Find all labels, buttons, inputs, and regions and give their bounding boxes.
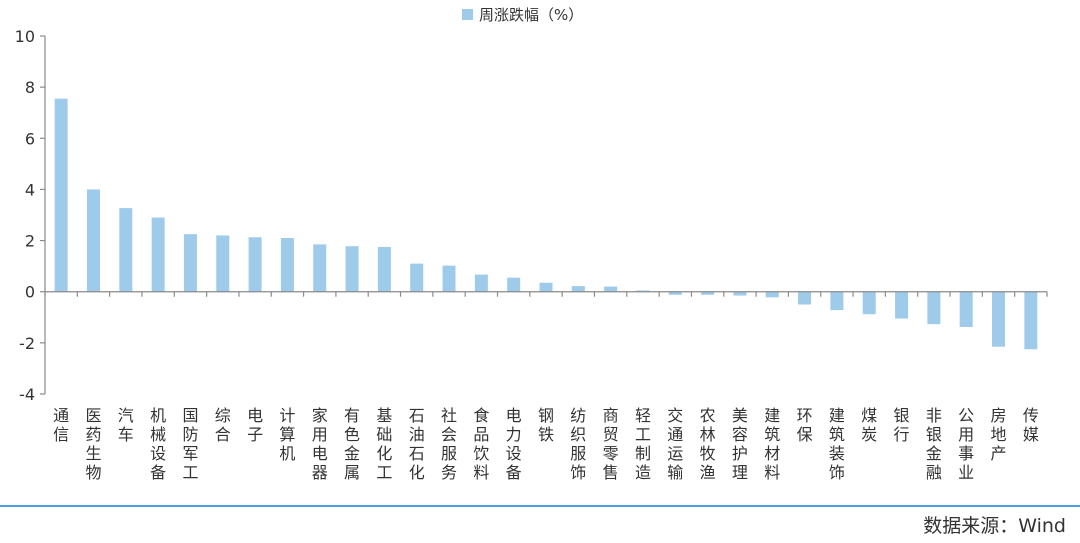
- x-tick-label: 交通运输: [667, 406, 683, 482]
- bar: [992, 291, 1006, 347]
- bar: [539, 282, 553, 292]
- x-tick-label: 非银金融: [926, 406, 942, 482]
- bar: [733, 291, 747, 296]
- x-tick-label: 基础化工: [376, 406, 392, 482]
- bar: [862, 291, 876, 315]
- y-tick-label: 0: [25, 283, 35, 302]
- x-tick-label: 公用事业: [958, 406, 974, 482]
- bar: [798, 291, 812, 305]
- bar: [474, 274, 488, 292]
- bars: [54, 98, 1038, 350]
- bar: [410, 263, 424, 292]
- y-tick-label: 10: [15, 27, 35, 46]
- x-tick-label: 家用电器: [312, 406, 328, 482]
- legend-label: 周涨跌幅（%）: [479, 6, 583, 24]
- x-tick-label: 银行: [894, 406, 910, 444]
- x-tick-label: 医药生物: [85, 406, 101, 482]
- bar: [86, 189, 100, 292]
- y-axis: 10 8 6 4 2 0 -2 -4: [15, 27, 46, 404]
- bar: [216, 235, 230, 292]
- bar: [377, 246, 391, 292]
- x-tick-label: 商贸零售: [603, 406, 619, 482]
- x-tick-label: 钢铁: [538, 406, 554, 444]
- bar: [668, 291, 682, 295]
- bar: [1024, 291, 1038, 350]
- x-tick-label: 房地产: [991, 406, 1007, 463]
- x-tick-label: 轻工制造: [635, 406, 651, 482]
- x-tick-label: 煤炭: [861, 406, 877, 444]
- bar: [442, 265, 456, 292]
- x-tick-label: 通信: [53, 406, 69, 444]
- x-tick-label: 建筑装饰: [829, 406, 845, 482]
- x-tick-label: 农林牧渔: [700, 406, 716, 482]
- bar: [507, 277, 521, 292]
- bar: [571, 286, 585, 292]
- x-tick-label: 电力设备: [506, 406, 522, 482]
- x-tick-label: 建筑材料: [764, 406, 780, 482]
- bar: [830, 291, 844, 311]
- bar: [959, 291, 973, 327]
- x-tick-label: 汽车: [118, 406, 134, 444]
- x-tick-label: 环保: [797, 406, 813, 444]
- y-tick-label: 8: [25, 78, 35, 97]
- y-tick-label: 6: [25, 129, 35, 148]
- bar: [313, 244, 327, 292]
- bar: [151, 217, 165, 292]
- legend-swatch: [462, 9, 473, 20]
- bar: [280, 238, 294, 292]
- bar: [183, 234, 197, 292]
- bar: [345, 246, 359, 292]
- data-source: 数据来源：Wind: [923, 515, 1066, 537]
- bar: [927, 291, 941, 325]
- x-tick-label: 机械设备: [150, 406, 166, 482]
- footer-rule: [0, 505, 1080, 507]
- bar: [765, 291, 779, 298]
- x-tick-label: 美容护理: [732, 406, 748, 482]
- x-tick-label: 纺织服饰: [570, 406, 586, 482]
- x-tick-label: 有色金属: [344, 406, 360, 482]
- bar: [119, 208, 133, 292]
- x-tick-label: 综合: [215, 406, 231, 444]
- bar: [604, 286, 618, 292]
- bar: [895, 291, 909, 319]
- bar: [636, 290, 650, 292]
- x-tick-label: 电子: [247, 406, 263, 444]
- bar: [248, 237, 262, 292]
- bar: [701, 291, 715, 295]
- chart-legend: 周涨跌幅（%）: [462, 6, 583, 24]
- y-tick-label: -4: [19, 385, 35, 404]
- x-tick-label: 传媒: [1023, 406, 1039, 444]
- y-tick-label: -2: [19, 334, 35, 353]
- x-tick-label: 计算机: [279, 406, 295, 463]
- x-tick-label: 石油石化: [409, 406, 425, 482]
- bar: [54, 98, 68, 292]
- y-tick-label: 4: [25, 180, 35, 199]
- x-tick-label: 社会服务: [441, 406, 457, 482]
- x-tick-label: 国防军工: [182, 406, 198, 482]
- x-tick-label: 食品饮料: [473, 406, 489, 482]
- y-tick-label: 2: [25, 232, 35, 251]
